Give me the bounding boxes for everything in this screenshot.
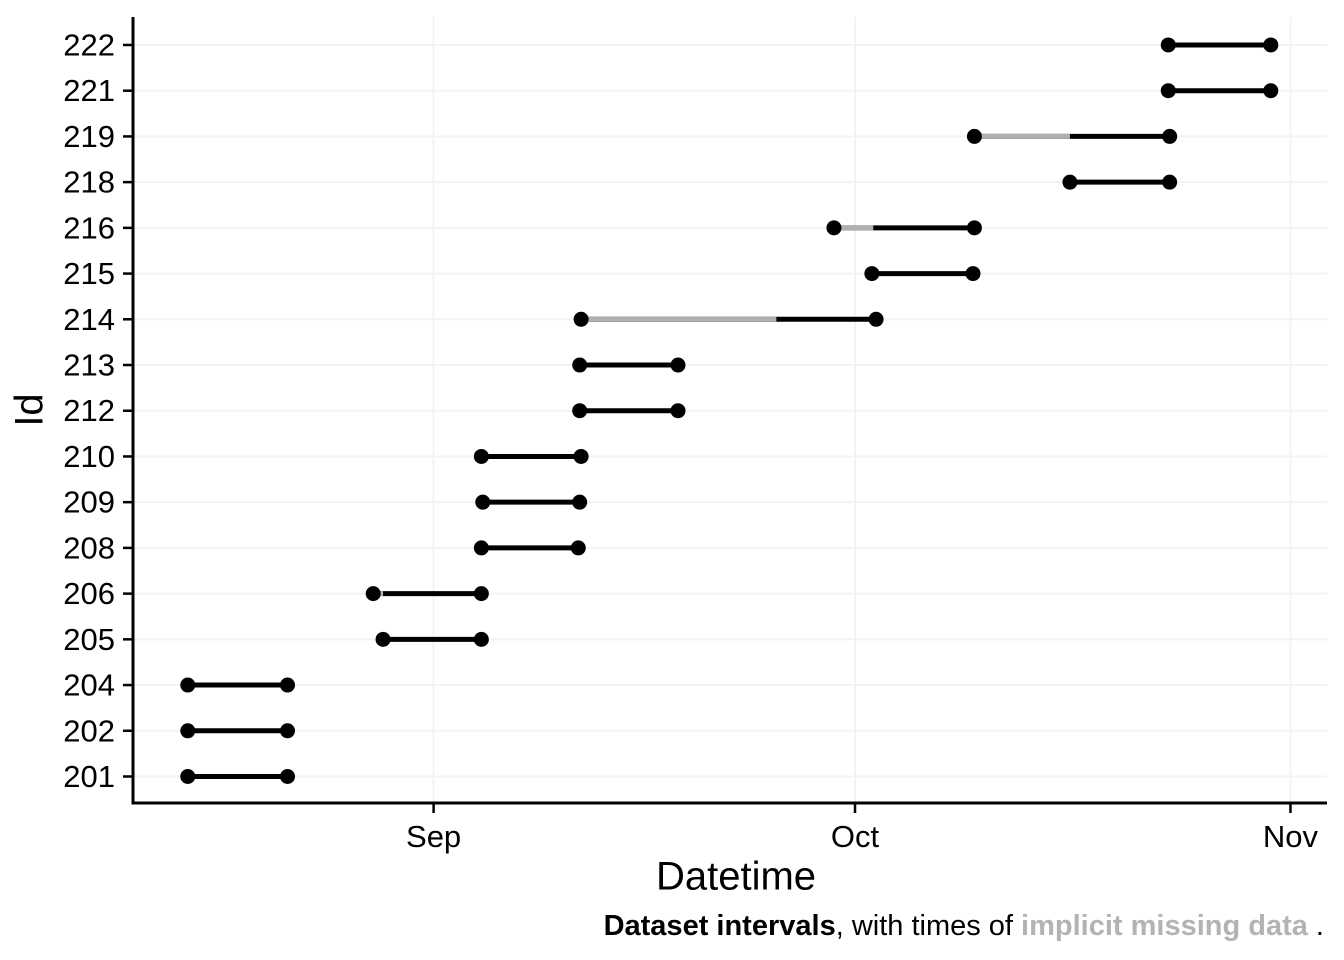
interval-endpoint-dot [572,357,588,373]
plot-caption: Dataset intervals, with times of implici… [604,910,1324,943]
interval-endpoint-dot [365,586,381,602]
y-tick-label: 212 [63,393,115,428]
caption-period: . [1307,910,1324,942]
interval-endpoint-dot [475,494,491,510]
y-tick-label: 214 [63,302,115,337]
interval-endpoint-dot [1160,83,1176,99]
y-tick-label: 218 [63,165,115,200]
y-tick-label: 216 [63,210,115,245]
interval-endpoint-dot [1160,37,1176,53]
interval-endpoint-dot [1162,174,1178,190]
interval-endpoint-dot [280,677,296,693]
interval-endpoint-dot [572,403,588,419]
y-tick-label: 202 [63,713,115,748]
interval-endpoint-dot [864,266,880,282]
interval-endpoint-dot [473,540,489,556]
interval-endpoint-dot [670,357,686,373]
y-tick-label: 222 [63,27,115,62]
interval-endpoint-dot [868,311,884,327]
interval-endpoint-dot [570,540,586,556]
interval-endpoint-dot [180,723,196,739]
interval-endpoint-dot [375,631,391,647]
y-axis-title: Id [7,393,52,427]
x-axis-title: Datetime [655,854,817,899]
y-tick-label: 210 [63,439,115,474]
interval-endpoint-dot [965,266,981,282]
interval-endpoint-dot [180,769,196,784]
caption-dataset-intervals: Dataset intervals [603,910,836,942]
caption-implicit-missing-data: implicit missing data [1021,910,1308,942]
interval-endpoint-dot [966,128,982,144]
interval-endpoint-dot [280,769,296,784]
interval-endpoint-dot [473,631,489,647]
interval-endpoint-dot [572,494,588,510]
y-tick-label: 208 [63,530,115,565]
y-tick-label: 221 [63,73,115,108]
y-tick-label: 201 [63,759,115,794]
y-tick-label: 213 [63,348,115,383]
interval-endpoint-dot [1263,83,1279,99]
interval-endpoint-dot [1162,128,1178,144]
caption-connector-text: , with times of [835,910,1022,942]
y-tick-label: 205 [63,622,115,657]
interval-endpoint-dot [473,448,489,464]
x-tick-label: Nov [1263,819,1319,854]
y-tick-label: 206 [63,576,115,611]
x-tick-label: Sep [406,819,461,854]
y-tick-label: 219 [63,119,115,154]
interval-endpoint-dot [826,220,842,236]
interval-endpoint-dot [280,723,296,739]
interval-endpoint-dot [573,311,589,327]
interval-endpoint-dot [966,220,982,236]
interval-endpoint-dot [573,448,589,464]
y-tick-label: 204 [63,668,115,703]
y-tick-label: 209 [63,485,115,520]
interval-endpoint-dot [670,403,686,419]
y-tick-label: 215 [63,256,115,291]
x-tick-label: Oct [831,819,880,854]
interval-endpoint-dot [180,677,196,693]
interval-endpoint-dot [473,586,489,602]
interval-endpoint-dot [1062,174,1078,190]
interval-endpoint-dot [1263,37,1279,53]
